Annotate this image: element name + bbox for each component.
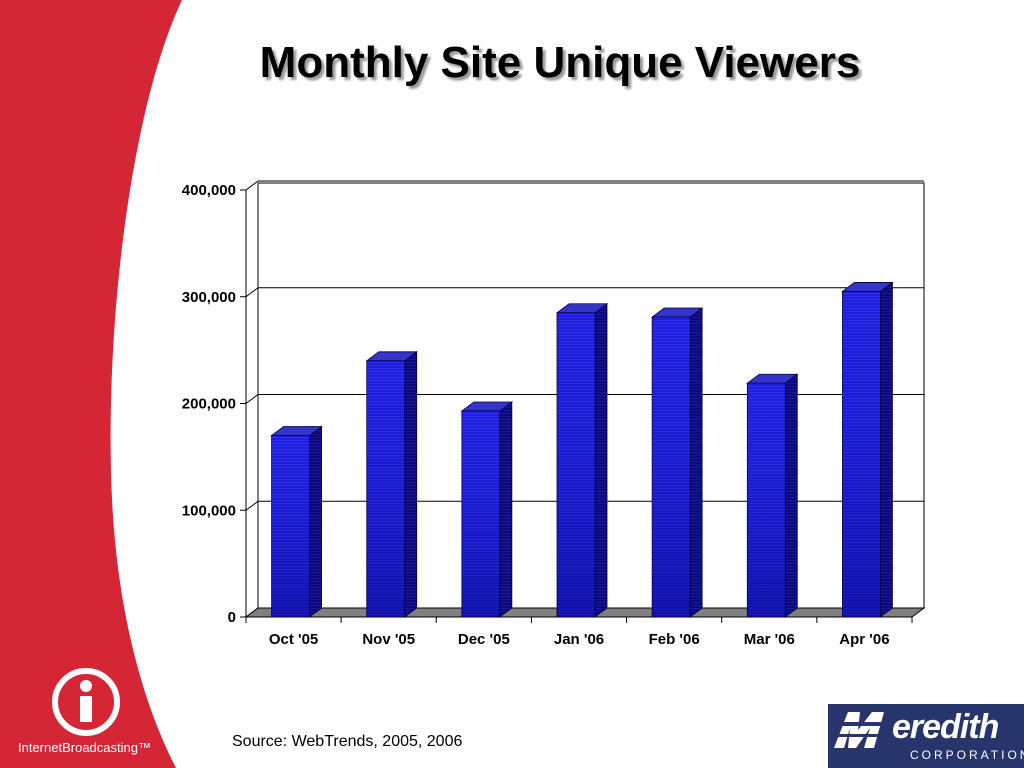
gridline-depth xyxy=(245,500,259,511)
bar-shade xyxy=(557,312,595,617)
x-tick-label: Apr '06 xyxy=(839,631,889,648)
bars xyxy=(270,281,894,618)
x-tick-label: Nov '05 xyxy=(362,631,415,648)
info-i-logo-icon xyxy=(52,668,120,736)
x-tick-label: Feb '06 xyxy=(649,631,700,648)
bar-shade xyxy=(747,383,786,617)
meredith-m-logo-icon xyxy=(834,712,896,748)
bar xyxy=(746,373,799,618)
bar-side xyxy=(309,425,322,618)
y-tick-label: 100,000 xyxy=(182,502,236,519)
red-background-band xyxy=(0,0,182,768)
gridline-depth xyxy=(245,394,259,404)
meredith-wordmark: eredith xyxy=(892,708,999,746)
bar-side xyxy=(784,373,798,618)
x-tick-label: Jan '06 xyxy=(554,631,604,648)
meredith-corporation-text: CORPORATION xyxy=(910,748,1024,762)
bar xyxy=(460,401,514,618)
x-axis-ticks: Oct '05 Nov '05 Dec '05 Jan '06 Feb '06 Mar '… xyxy=(245,617,913,648)
y-tick-label: 0 xyxy=(228,609,236,626)
bar-shade xyxy=(271,435,310,617)
x-tick-label: Oct '05 xyxy=(269,631,318,648)
bar xyxy=(270,425,323,618)
bar xyxy=(365,350,418,618)
bar-shade xyxy=(461,410,500,617)
gridline-depth xyxy=(245,287,259,298)
bar xyxy=(841,281,894,618)
source-note: Source: WebTrends, 2005, 2006 xyxy=(232,733,463,750)
bar xyxy=(555,302,609,618)
bar-side xyxy=(404,350,418,618)
bar-shade xyxy=(366,360,405,617)
bar xyxy=(650,307,704,618)
chart-title: Monthly Site Unique Viewers xyxy=(259,38,861,87)
internet-broadcasting-wordmark: InternetBroadcasting™ xyxy=(18,740,151,755)
y-axis-ticks: 0 100,000 200,000 300,000 400,000 xyxy=(182,182,246,626)
bar-shade xyxy=(842,291,881,617)
bar-side xyxy=(689,307,703,618)
y-tick-label: 400,000 xyxy=(182,182,236,199)
y-tick-label: 200,000 xyxy=(182,396,236,413)
bar-side xyxy=(594,302,608,618)
x-tick-label: Mar '06 xyxy=(744,631,795,648)
bar-side xyxy=(499,401,513,618)
meredith-corporation-logo: eredith CORPORATION xyxy=(828,704,1024,768)
bar-shade xyxy=(652,317,691,617)
x-tick-label: Dec '05 xyxy=(458,631,510,648)
gridline-depth xyxy=(245,180,259,191)
bar-side xyxy=(880,281,893,618)
y-tick-label: 300,000 xyxy=(182,289,236,306)
